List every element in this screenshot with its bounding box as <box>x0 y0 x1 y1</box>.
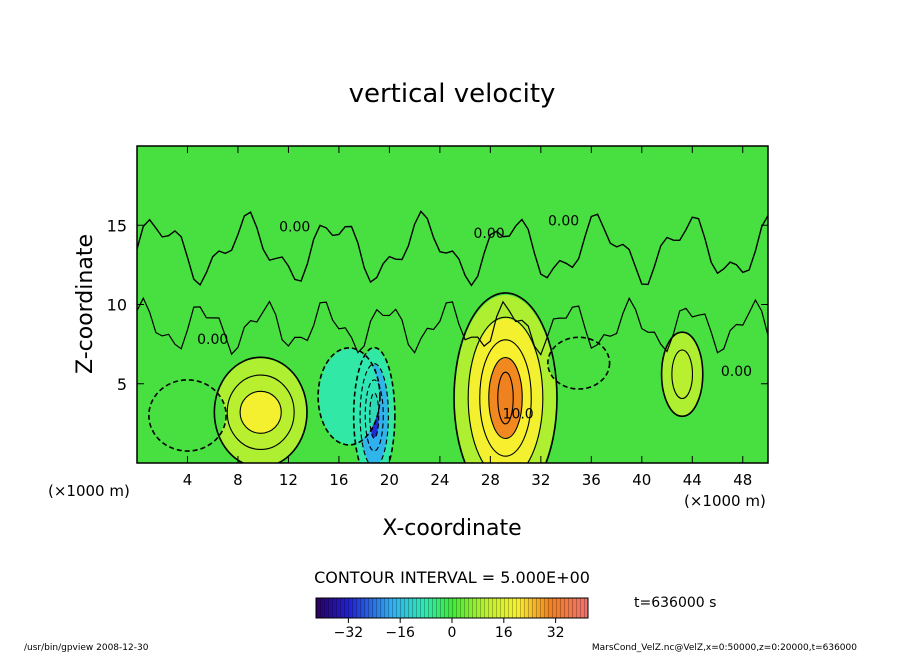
footer-right: MarsCond_VelZ.nc@VelZ,x=0:50000,z=0:2000… <box>592 643 857 653</box>
field-level <box>672 350 693 399</box>
x-tick-label: 16 <box>329 471 348 489</box>
field-level <box>318 348 380 444</box>
contour-line <box>239 390 282 434</box>
contour-line <box>660 331 704 418</box>
contour-label: 0.00 <box>279 220 310 236</box>
contour-line <box>148 379 227 452</box>
x-tick-label: 40 <box>632 471 651 489</box>
field-level <box>149 380 226 451</box>
x-tick-label: 20 <box>380 471 399 489</box>
contour-label: 10.0 <box>503 407 534 423</box>
x-axis: 4 8 12 16 20 24 28 32 36 40 44 48 <box>183 146 752 489</box>
y-tick-label: 5 <box>117 375 127 394</box>
contour-line <box>317 347 381 446</box>
contour-label: 0.00 <box>721 364 752 380</box>
x-tick-label: 24 <box>430 471 449 489</box>
x-tick-label: 48 <box>733 471 752 489</box>
colorbar-tick-label: −32 <box>334 625 364 641</box>
x-tick-label: 36 <box>582 471 601 489</box>
contour-labels: 0.00 0.00 0.00 0.00 10.0 0.00 <box>197 213 752 422</box>
x-unit-left: (×1000 m) <box>48 482 130 500</box>
colorbar-stripes <box>316 598 588 618</box>
x-tick-label: 44 <box>683 471 702 489</box>
colorbar-tick-label: 0 <box>448 625 457 641</box>
x-tick-label: 8 <box>233 471 243 489</box>
colorbar-tick-label: −16 <box>385 625 415 641</box>
footer-left: /usr/bin/gpview 2008-12-30 <box>24 643 149 653</box>
plot-area: 0.00 0.00 0.00 0.00 10.0 0.00 <box>137 146 768 463</box>
contour-line <box>364 379 384 452</box>
x-tick-label: 12 <box>279 471 298 489</box>
field-level <box>240 391 281 433</box>
zero-contour-upper <box>137 210 768 287</box>
x-tick-label: 32 <box>531 471 550 489</box>
x-axis-label: X-coordinate <box>382 516 521 541</box>
contour-line <box>352 346 396 463</box>
colorbar-ticks: −32 −16 0 16 32 <box>334 618 565 641</box>
contour-line <box>497 371 514 425</box>
contour-line <box>369 392 380 439</box>
velocity-field <box>149 295 703 463</box>
contour-line <box>467 316 544 463</box>
time-label: t=636000 s <box>634 595 716 611</box>
contour-label: 0.00 <box>474 226 505 242</box>
contour-line <box>453 292 558 463</box>
field-level <box>548 337 609 389</box>
contour-lines <box>137 210 768 463</box>
colorbar-tick-label: 16 <box>495 625 513 641</box>
colorbar: −32 −16 0 16 32 <box>315 597 589 641</box>
chart-title: vertical velocity <box>349 79 556 109</box>
x-unit-right: (×1000 m) <box>684 492 766 510</box>
contour-line <box>359 363 389 463</box>
y-tick-label: 15 <box>107 216 127 235</box>
contour-line <box>213 356 308 463</box>
y-axis-label: Z-coordinate <box>73 234 98 374</box>
contour-line <box>547 336 611 390</box>
zero-contour-mid <box>137 296 768 356</box>
field-level <box>497 372 514 424</box>
contour-interval-label: CONTOUR INTERVAL = 5.000E+00 <box>314 568 590 587</box>
x-tick-label: 4 <box>183 471 193 489</box>
x-tick-label: 28 <box>481 471 500 489</box>
contour-line <box>479 339 532 457</box>
contour-line <box>671 349 694 400</box>
y-axis: 5 10 15 <box>107 216 768 394</box>
contour-label: 0.00 <box>548 213 579 229</box>
contour-line <box>226 374 295 451</box>
colorbar-tick-label: 32 <box>547 625 565 641</box>
contour-line <box>488 357 523 439</box>
y-tick-label: 10 <box>107 296 127 315</box>
contour-label: 0.00 <box>197 332 228 348</box>
